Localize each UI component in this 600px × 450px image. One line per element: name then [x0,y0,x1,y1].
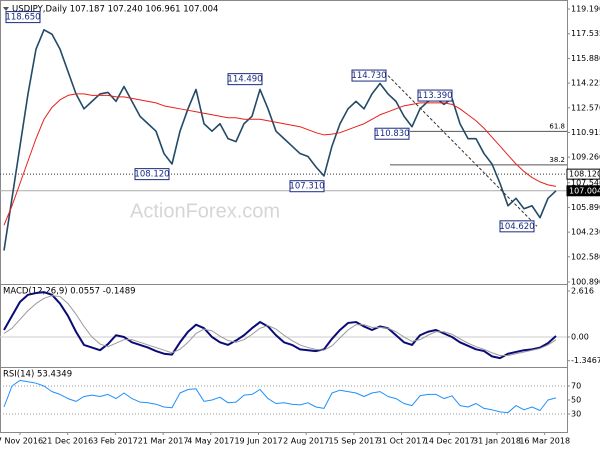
trend-line [387,75,538,227]
y-tick-label: 117.535 [571,29,600,38]
y-tick-label: 107.540 [571,178,600,187]
annotation-box [227,73,263,86]
x-tick-label: 14 Dec 2017 [424,437,475,446]
x-tick-label: 31 Jan 2018 [473,437,521,446]
y-tick-label: 112.570 [571,103,600,112]
price-level-label: 107.004 [569,186,600,195]
series-line [3,291,557,360]
x-tick-label: 31 Oct 2017 [377,437,426,446]
series-line [3,295,557,356]
price-level-box [566,168,600,180]
y-tick-label: 50 [571,396,581,405]
annotation-box [374,127,410,140]
y-tick-label: 30 [571,410,581,419]
y-tick-label: 2.616 [571,286,594,295]
annotation-box [499,220,535,233]
collapse-icon [3,7,9,11]
rsi-title: RSI(14) 53.4349 [3,370,72,380]
y-tick-label: 102.580 [571,252,600,261]
y-tick-label: 115.880 [571,54,600,63]
annotation-label: 113.390 [417,91,452,101]
annotation-label: 108.120 [134,170,169,180]
annotation-box [134,168,170,181]
annotation-box [289,180,325,193]
annotation-box [417,89,453,102]
annotation-box [351,69,387,82]
price-level-box [566,185,600,197]
watermark: ActionForex.com [130,200,280,222]
series-line [3,93,557,226]
x-tick-label: 19 Jun 2017 [234,437,282,446]
x-tick-label: 21 Mar 2017 [138,437,189,446]
x-tick-label: 21 Dec 2016 [42,437,93,446]
x-tick-label: 2 Aug 2017 [283,437,329,446]
y-tick-label: -1.3467 [571,356,600,365]
y-tick-label: 105.890 [571,203,600,212]
x-tick-label: 7 Nov 2016 [0,437,43,446]
fib-label: 38.2 [549,156,565,164]
y-tick-label: 0.00 [571,333,589,342]
fib-label: 61.8 [549,122,565,130]
price-level-label: 108.120 [569,170,600,179]
y-tick-label: 70 [571,381,581,390]
annotation-box [5,11,41,24]
annotation-label: 104.620 [499,222,534,232]
y-tick-label: 119.190 [571,5,600,14]
annotation-label: 114.730 [351,71,386,81]
x-tick-label: 4 May 2017 [187,437,234,446]
macd-title: MACD(12,26,9) 0.0557 -0.1489 [3,287,136,297]
series-line [3,28,557,251]
annotation-label: 107.310 [289,182,324,192]
annotation-label: 114.490 [227,75,262,85]
y-tick-label: 114.225 [571,79,600,88]
series-line [3,379,557,414]
annotation-label: 118.650 [5,13,40,23]
annotation-label: 110.830 [374,129,409,139]
y-tick-label: 100.890 [571,277,600,286]
x-tick-label: 16 Mar 2018 [519,437,570,446]
chart-title: USDJPY,Daily 107.187 107.240 106.961 107… [12,5,218,15]
x-tick-label: 15 Sep 2017 [329,437,380,446]
plot-frame [0,0,568,433]
y-tick-label: 104.230 [571,228,600,237]
y-tick-label: 109.260 [571,153,600,162]
x-tick-label: 3 Feb 2017 [93,437,138,446]
y-tick-label: 110.915 [571,128,600,137]
